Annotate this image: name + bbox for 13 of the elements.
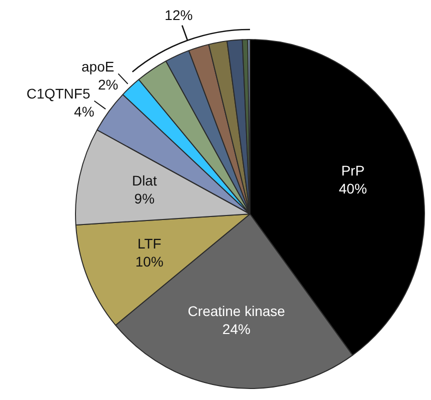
- data-label: 9%: [134, 190, 155, 206]
- data-label: 24%: [222, 321, 250, 338]
- slice-label: PrP: [341, 162, 365, 178]
- slice-label: Creatine kinase: [188, 303, 286, 320]
- slice-label: apoE: [82, 58, 114, 75]
- data-label: 40%: [338, 180, 367, 196]
- text: 12%: [164, 6, 193, 23]
- slice-label: C1QTNF5: [26, 86, 90, 102]
- data-label: 2%: [98, 76, 118, 93]
- data-label: 4%: [74, 104, 94, 120]
- data-label: 10%: [135, 254, 164, 270]
- slice-label: Dlat: [132, 172, 157, 188]
- slice-label: LTF: [137, 236, 162, 252]
